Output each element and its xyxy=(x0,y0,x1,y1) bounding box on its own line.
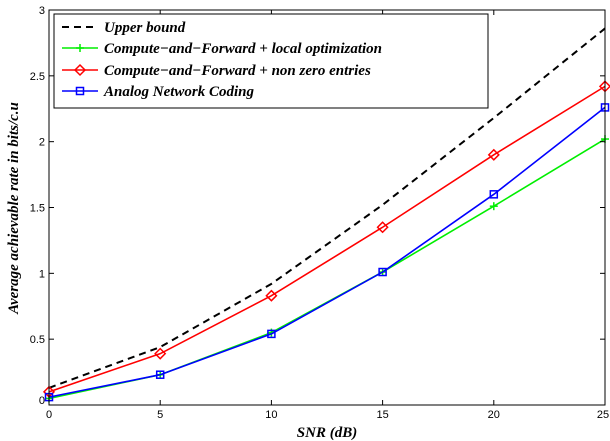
legend-entry-cf-local-optimization: Compute−and−Forward + local optimization xyxy=(62,41,382,57)
legend-entry-analog-network-coding: Analog Network Coding xyxy=(62,84,255,100)
y-tick-label: 0 xyxy=(39,395,45,407)
y-tick-label: 1 xyxy=(39,268,45,280)
y-tick-label: 1.5 xyxy=(30,203,45,215)
series-line-analog-network-coding xyxy=(48,106,606,398)
series-layer xyxy=(42,27,610,403)
legend-marker-analog-network-coding xyxy=(75,86,85,96)
data-point-cf-non-zero-entries xyxy=(265,289,278,302)
legend-entries: Upper bound Compute−and−Forward + local o… xyxy=(62,20,382,100)
y-tick-label: 2.5 xyxy=(30,71,45,83)
x-axis-ticks: 0 5 10 15 20 25 xyxy=(46,10,609,421)
data-point-analog-network-coding xyxy=(378,267,387,277)
data-point-analog-network-coding xyxy=(489,190,499,199)
y-tick-label: 2 xyxy=(39,137,45,149)
legend: Upper bound Compute−and−Forward + local o… xyxy=(53,13,489,109)
x-tick-label: 15 xyxy=(376,409,388,421)
data-point-cf-local-optimization xyxy=(489,202,498,211)
x-tick-label: 0 xyxy=(46,409,52,421)
legend-marker-cf-non-zero-entries xyxy=(73,63,87,77)
data-point-cf-non-zero-entries xyxy=(376,221,389,234)
y-tick-label: 3 xyxy=(39,5,45,17)
data-point-analog-network-coding xyxy=(267,329,276,339)
x-tick-label: 20 xyxy=(488,409,500,421)
series-line-cf-non-zero-entries xyxy=(48,85,606,393)
legend-label-analog-network-coding: Analog Network Coding xyxy=(103,84,255,100)
data-point-analog-network-coding xyxy=(155,370,165,379)
legend-label-cf-non-zero-entries: Compute−and−Forward + non zero entries xyxy=(104,63,371,79)
y-axis-ticks: 0 0.5 1 1.5 2 2.5 3 xyxy=(30,5,605,407)
legend-label-upper-bound: Upper bound xyxy=(104,20,186,36)
legend-marker-cf-local-optimization xyxy=(76,44,84,52)
legend-entry-upper-bound: Upper bound xyxy=(62,20,186,36)
data-point-cf-non-zero-entries xyxy=(487,148,500,161)
legend-label-cf-local-optimization: Compute−and−Forward + local optimization xyxy=(104,41,382,57)
x-tick-label: 5 xyxy=(157,409,163,421)
y-axis-title: Average achievable rate in bits/c.u xyxy=(6,102,22,315)
x-tick-label: 10 xyxy=(265,409,277,421)
x-axis-title: SNR (dB) xyxy=(297,425,357,441)
y-tick-label: 0.5 xyxy=(30,334,45,346)
series-line-upper-bound xyxy=(48,27,606,389)
series-upper-bound xyxy=(48,27,606,389)
data-point-cf-non-zero-entries xyxy=(154,347,167,360)
legend-entry-cf-non-zero-entries: Compute−and−Forward + non zero entries xyxy=(62,63,371,79)
x-tick-label: 25 xyxy=(597,409,609,421)
legend-box xyxy=(53,13,489,109)
